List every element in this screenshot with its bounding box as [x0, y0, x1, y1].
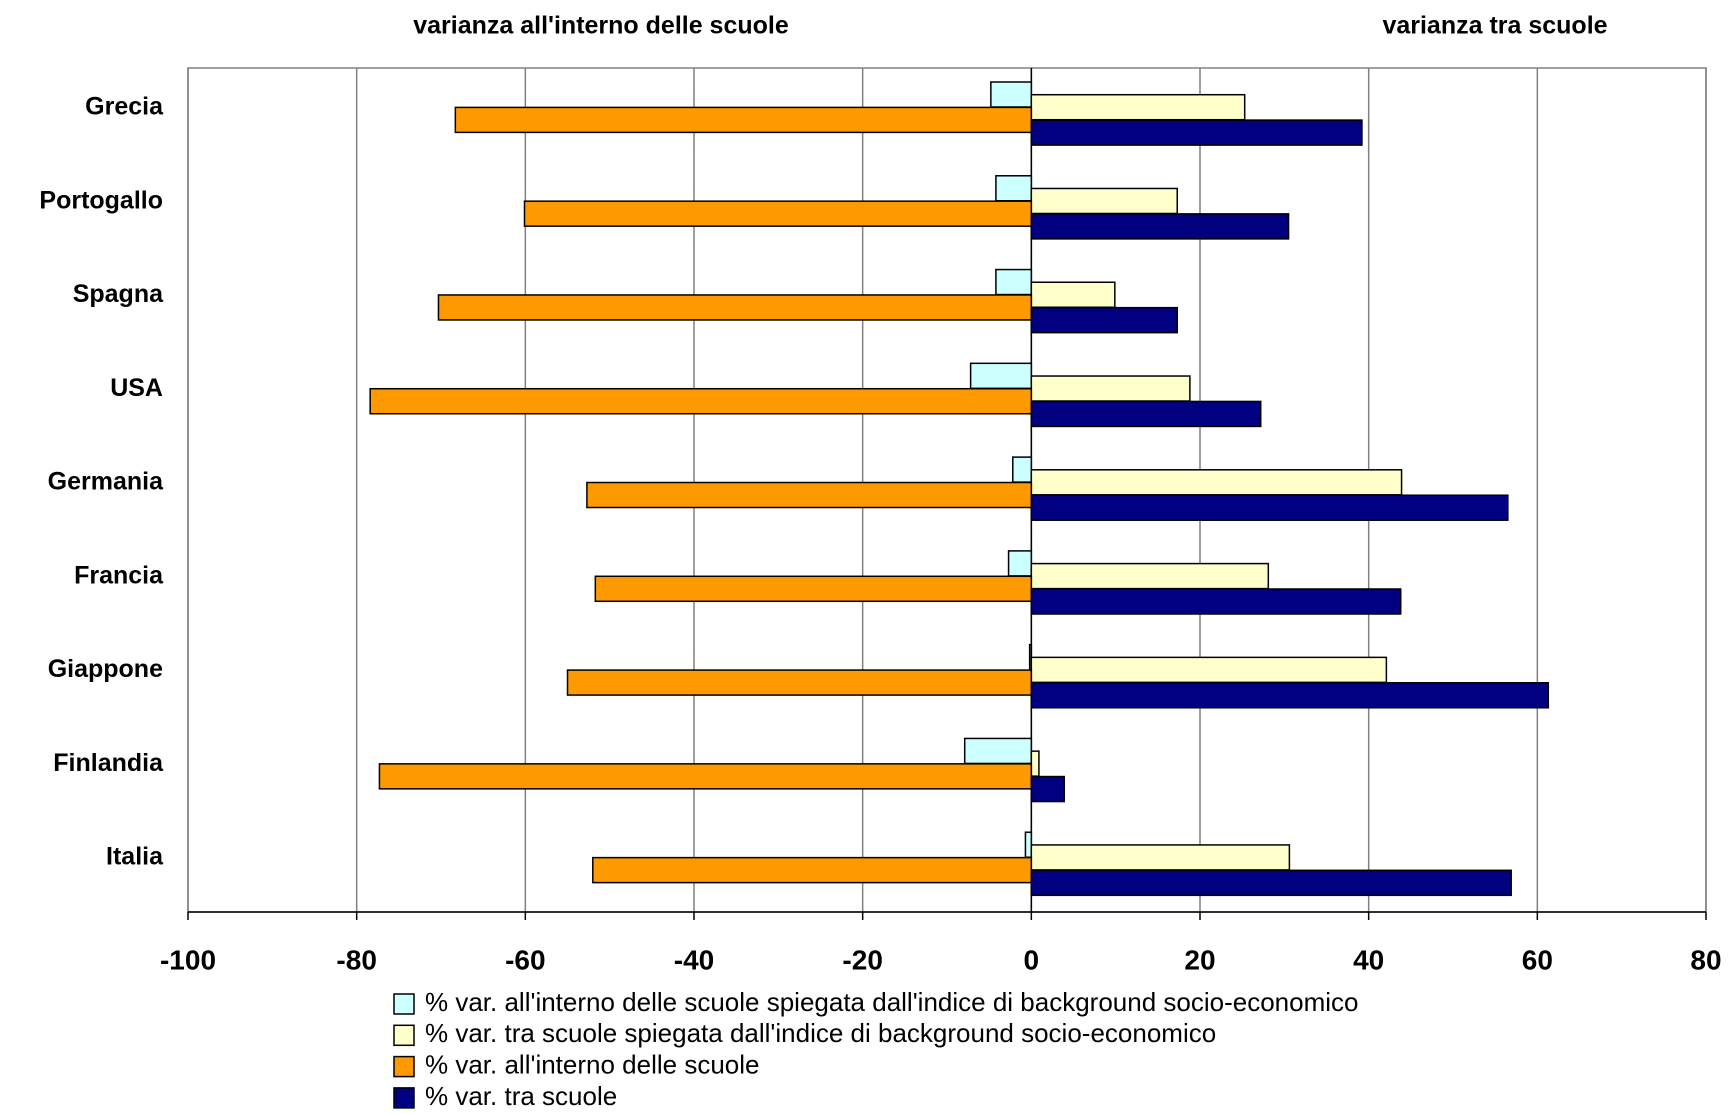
- x-tick-label: 20: [1184, 944, 1215, 975]
- bar: [1007, 550, 1033, 577]
- bar: [592, 856, 1033, 884]
- bar: [1030, 93, 1246, 121]
- x-tick-label: 40: [1353, 944, 1384, 975]
- bar: [1030, 306, 1178, 334]
- bar: [378, 763, 1033, 790]
- legend-swatch: [393, 1087, 415, 1109]
- bar: [969, 362, 1033, 390]
- x-tick-label: 60: [1522, 944, 1553, 975]
- bar: [1030, 844, 1291, 871]
- legend-label: % var. tra scuole spiegata dall'indice d…: [425, 1018, 1216, 1048]
- y-tick-label: USA: [110, 374, 163, 402]
- legend-swatch: [393, 1024, 415, 1047]
- legend-label: % var. tra scuole: [425, 1081, 617, 1111]
- bar: [1030, 213, 1290, 240]
- bar: [1030, 588, 1402, 615]
- x-tick-label: -60: [505, 944, 545, 975]
- bar: [995, 268, 1033, 296]
- bar: [1012, 456, 1033, 483]
- y-tick-label: Grecia: [85, 92, 164, 120]
- bar: [523, 200, 1033, 227]
- legend-label: % var. all'interno delle scuole: [425, 1049, 759, 1079]
- bar: [963, 737, 1033, 765]
- annotation: varianza tra scuole: [1382, 12, 1607, 40]
- bar: [369, 387, 1033, 415]
- x-tick-label: -40: [674, 944, 714, 975]
- y-tick-label: Germania: [48, 468, 164, 496]
- y-tick-label: Giappone: [48, 655, 163, 683]
- y-tick-label: Portogallo: [39, 186, 163, 214]
- y-tick-label: Spagna: [73, 280, 164, 308]
- bar: [1030, 494, 1509, 521]
- y-tick-label: Francia: [74, 561, 164, 589]
- bar: [1024, 831, 1033, 858]
- bar: [995, 175, 1033, 202]
- bar: [437, 294, 1033, 321]
- legend-label: % var. all'interno delle scuole spiegata…: [425, 987, 1358, 1017]
- bar: [566, 669, 1033, 696]
- bar: [1030, 400, 1262, 428]
- bar: [1030, 119, 1363, 146]
- bar: [1030, 656, 1388, 684]
- x-tick-label: -20: [842, 944, 882, 975]
- bar: [1030, 682, 1550, 709]
- bar: [1030, 187, 1178, 215]
- y-tick-label: Finlandia: [53, 749, 164, 777]
- bar: [1030, 375, 1191, 402]
- legend-swatch: [393, 993, 415, 1015]
- legend-swatch: [393, 1055, 415, 1078]
- bar: [1030, 775, 1065, 803]
- bar: [1030, 562, 1270, 590]
- bar: [586, 481, 1033, 509]
- x-tick-label: 80: [1690, 944, 1721, 975]
- y-tick-label: Italia: [106, 843, 164, 871]
- bar: [1030, 469, 1403, 496]
- x-tick-label: 0: [1024, 944, 1040, 975]
- x-tick-label: -80: [336, 944, 376, 975]
- bar: [454, 106, 1033, 134]
- bar: [1030, 281, 1116, 309]
- bar: [594, 575, 1033, 603]
- bar: [990, 81, 1033, 108]
- x-tick-label: -100: [160, 944, 216, 975]
- bar: [1030, 869, 1512, 897]
- annotation: varianza all'interno delle scuole: [413, 12, 789, 40]
- bar: [1030, 750, 1040, 777]
